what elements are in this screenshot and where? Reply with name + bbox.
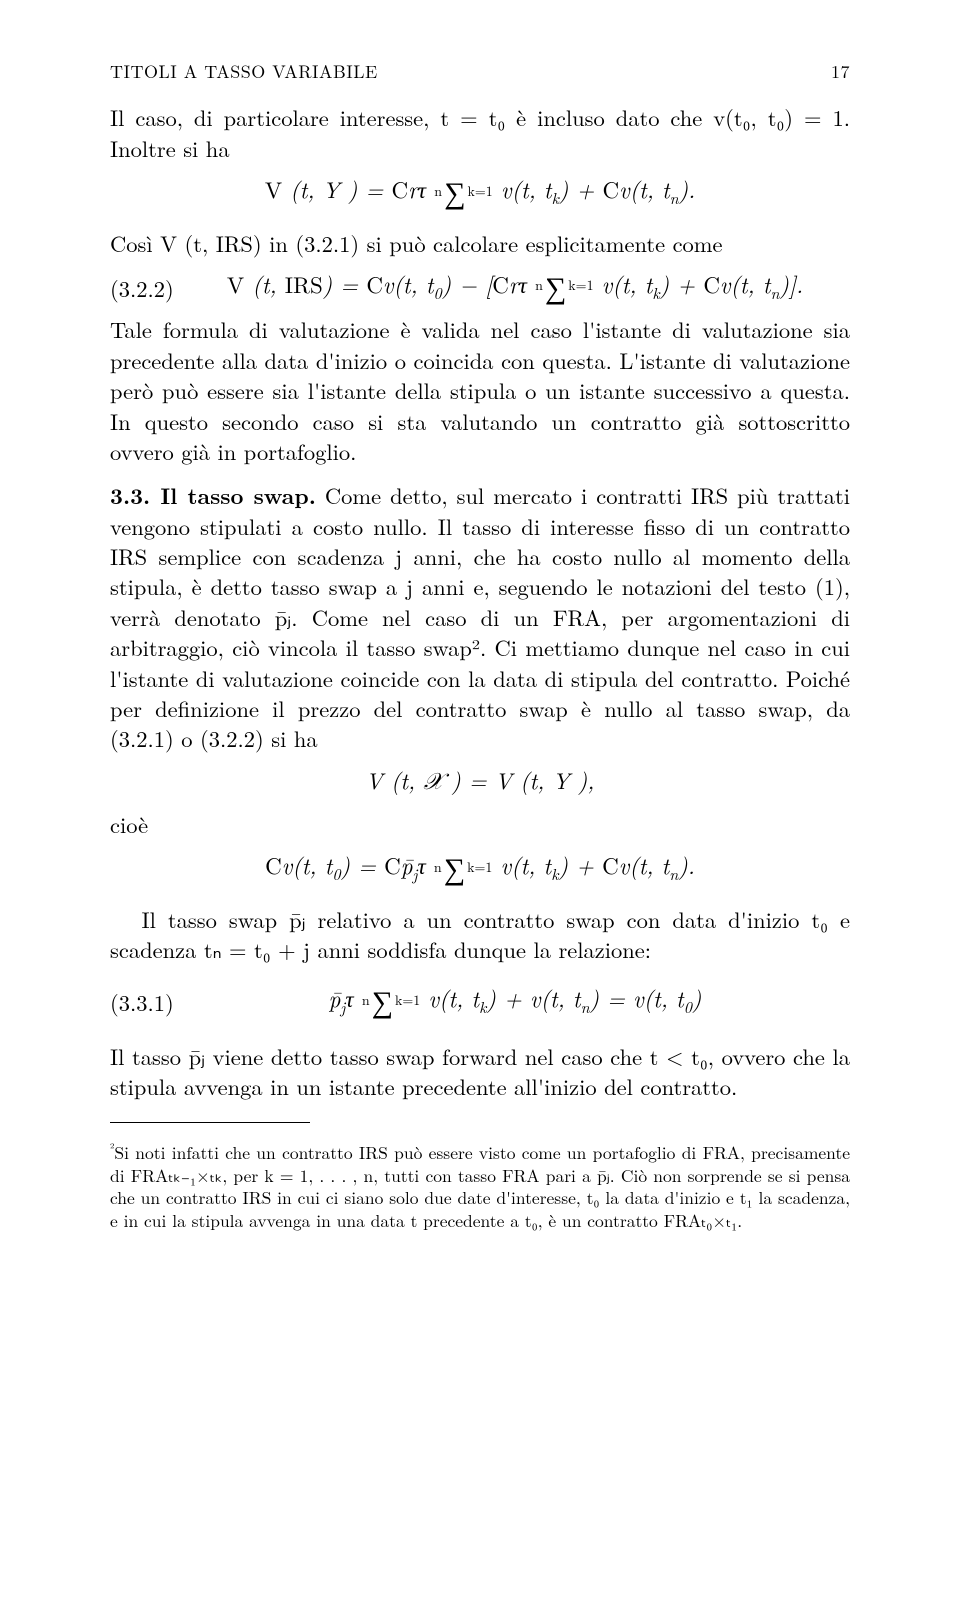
footnote-2: ²Si noti infatti che un contratto IRS pu… xyxy=(110,1140,850,1233)
footnote-text: Si noti infatti che un contratto IRS può… xyxy=(110,1140,850,1233)
paragraph-3-3-body: Come detto, sul mercato i contratti IRS … xyxy=(110,479,850,754)
paragraph-tasso-swap: Il tasso swap p̄ⱼ relativo a un contratt… xyxy=(110,904,850,965)
paragraph-forward: Il tasso p̄ⱼ viene detto tasso swap forw… xyxy=(110,1041,850,1102)
paragraph-cosi: Così V (t, IRS) in (3.2.1) si può calcol… xyxy=(110,228,850,258)
equation-3-2-2-row: (3.2.2) V (t, IRS) = Cv(t, t0) − [Crτ n∑… xyxy=(110,268,850,309)
sum-lower: k=1 xyxy=(467,184,492,199)
sum-upper: n xyxy=(434,860,442,875)
page: TITOLI A TASSO VARIABILE 17 Il caso, di … xyxy=(0,0,960,1614)
equation-label-3-3-1: (3.3.1) xyxy=(110,987,180,1017)
sum-upper: n xyxy=(434,184,442,199)
section-head-3-3: 3.3. Il tasso swap. xyxy=(110,479,316,511)
equation-VX-VY: V (t, 𝒳 ) = V (t, Y ), xyxy=(110,764,850,795)
running-head: TITOLI A TASSO VARIABILE 17 xyxy=(110,60,850,84)
equation-label-3-2-2: (3.2.2) xyxy=(110,273,180,303)
footnote-rule xyxy=(110,1122,310,1123)
sum-upper: n xyxy=(362,993,370,1008)
sum-lower: k=1 xyxy=(467,860,492,875)
equation-3-3-1-row: (3.3.1) p̄jτ n∑k=1 v(t, tk) + v(t, tn) =… xyxy=(110,982,850,1023)
header-title: TITOLI A TASSO VARIABILE xyxy=(110,60,378,84)
paragraph-tale-formula: Tale formula di valutazione è valida nel… xyxy=(110,314,850,466)
sum-lower: k=1 xyxy=(395,993,420,1008)
equation-3-2-2: V (t, IRS) = Cv(t, t0) − [Crτ n∑k=1 v(t,… xyxy=(180,268,850,309)
equation-Cv: Cv(t, t0) = Cp̄jτ n∑k=1 v(t, tk) + Cv(t,… xyxy=(110,849,850,890)
sum-upper: n xyxy=(535,278,543,293)
equation-V-Y: V (t, Y ) = Crτ n∑k=1 v(t, tk) + Cv(t, t… xyxy=(110,173,850,214)
paragraph-intro: Il caso, di particolare interesse, t = t… xyxy=(110,102,850,163)
paragraph-3-3: 3.3. Il tasso swap. Come detto, sul merc… xyxy=(110,480,850,753)
header-page-number: 17 xyxy=(831,60,850,84)
equation-3-3-1: p̄jτ n∑k=1 v(t, tk) + v(t, tn) = v(t, t0… xyxy=(180,982,850,1023)
sum-lower: k=1 xyxy=(568,278,593,293)
paragraph-cioe: cioè xyxy=(110,809,850,839)
